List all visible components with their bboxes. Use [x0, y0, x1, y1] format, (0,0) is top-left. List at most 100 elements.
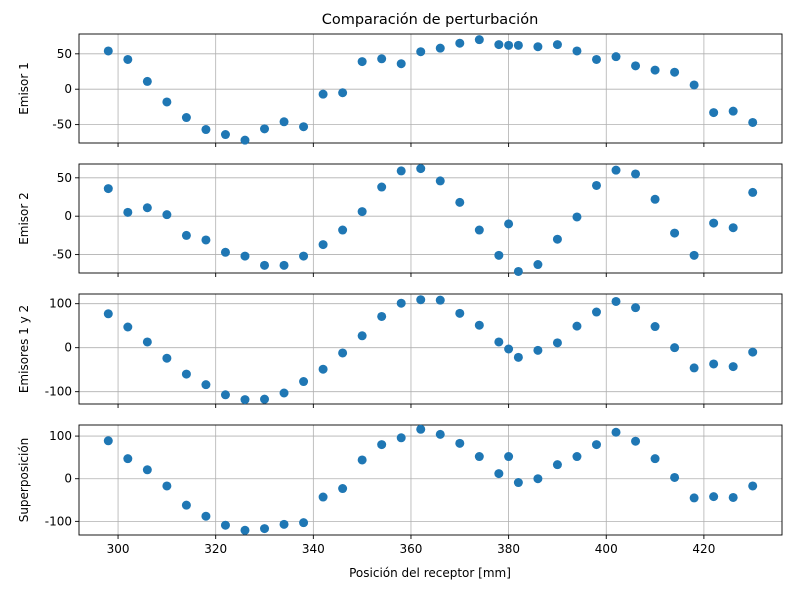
data-point: [611, 165, 621, 175]
data-point: [103, 309, 113, 319]
data-point: [377, 182, 387, 192]
data-point: [748, 117, 758, 127]
data-point: [181, 500, 191, 510]
data-point: [670, 343, 680, 353]
data-point: [670, 228, 680, 238]
x-tick-label: 320: [204, 542, 227, 556]
y-tick-label: -100: [45, 385, 72, 399]
data-point: [611, 52, 621, 62]
data-point: [123, 454, 133, 464]
data-point: [318, 89, 328, 99]
data-point: [709, 108, 719, 118]
data-point: [650, 65, 660, 75]
data-point: [142, 465, 152, 475]
data-point: [279, 117, 289, 127]
data-point: [142, 203, 152, 213]
data-point: [728, 492, 738, 502]
data-point: [240, 525, 250, 535]
data-point: [201, 380, 211, 390]
data-point: [357, 207, 367, 217]
data-point: [338, 348, 348, 358]
data-point: [748, 187, 758, 197]
y-tick-label: -50: [52, 248, 72, 262]
subplot-3: -100 0 100 Emisores 1 y 2: [17, 293, 783, 408]
data-point: [416, 164, 426, 174]
data-point: [123, 322, 133, 332]
data-point: [611, 427, 621, 437]
data-point: [279, 260, 289, 270]
data-point: [455, 197, 465, 207]
data-point: [435, 43, 445, 53]
y-axis-label: Emisor 1: [17, 62, 31, 115]
data-point: [709, 359, 719, 369]
data-point: [162, 210, 172, 220]
data-point: [103, 436, 113, 446]
data-point: [513, 40, 523, 50]
y-tick-label: 100: [49, 429, 72, 443]
y-tick-label: -100: [45, 514, 72, 528]
data-point: [748, 481, 758, 491]
data-point: [611, 296, 621, 306]
data-point: [474, 225, 484, 235]
data-point: [338, 484, 348, 494]
data-point: [513, 266, 523, 276]
data-point: [240, 135, 250, 145]
subplot-1: -50 0 50 Emisor 1: [17, 33, 783, 147]
data-point: [181, 230, 191, 240]
data-point: [162, 97, 172, 107]
data-point: [591, 440, 601, 450]
data-point: [533, 474, 543, 484]
data-point: [435, 176, 445, 186]
data-point: [728, 223, 738, 233]
data-point: [494, 250, 504, 260]
data-point: [142, 337, 152, 347]
subplot-frame: [78, 293, 783, 405]
data-point: [338, 88, 348, 98]
data-point: [572, 212, 582, 222]
data-point: [552, 338, 562, 348]
data-point: [689, 493, 699, 503]
data-point: [201, 125, 211, 135]
data-point: [631, 61, 641, 71]
y-axis-label: Emisores 1 y 2: [17, 305, 31, 393]
data-point: [142, 76, 152, 86]
data-point: [728, 106, 738, 116]
data-point: [357, 57, 367, 67]
x-tick-label: 420: [692, 542, 715, 556]
subplot-2: -50 0 50 Emisor 2: [17, 163, 783, 277]
data-point: [572, 46, 582, 56]
data-point: [513, 478, 523, 488]
data-point: [689, 363, 699, 373]
data-point: [260, 124, 270, 134]
data-point: [377, 440, 387, 450]
subplot-frame: [78, 33, 783, 144]
data-point: [533, 345, 543, 355]
data-point: [318, 240, 328, 250]
data-point: [357, 455, 367, 465]
data-point: [396, 166, 406, 176]
data-point: [455, 308, 465, 318]
y-tick-label: 0: [64, 472, 72, 486]
subplot-4: 300 320 340 360 380 400 420 -100 0 100 Superposici…: [17, 424, 783, 556]
data-point: [299, 377, 309, 387]
data-point: [396, 433, 406, 443]
data-point: [533, 42, 543, 52]
data-point: [435, 295, 445, 305]
data-point: [220, 520, 230, 530]
data-point: [504, 452, 514, 462]
data-point: [670, 67, 680, 77]
data-point: [279, 519, 289, 529]
x-tick-label: 300: [107, 542, 130, 556]
data-point: [670, 472, 680, 482]
data-point: [123, 54, 133, 64]
data-point: [181, 369, 191, 379]
data-point: [591, 307, 601, 317]
x-axis-label: Posición del receptor [mm]: [349, 566, 511, 580]
data-point: [572, 321, 582, 331]
data-point: [220, 247, 230, 257]
data-point: [299, 122, 309, 132]
y-tick-label: 0: [64, 82, 72, 96]
data-point: [474, 452, 484, 462]
data-point: [455, 38, 465, 48]
data-point: [552, 40, 562, 50]
